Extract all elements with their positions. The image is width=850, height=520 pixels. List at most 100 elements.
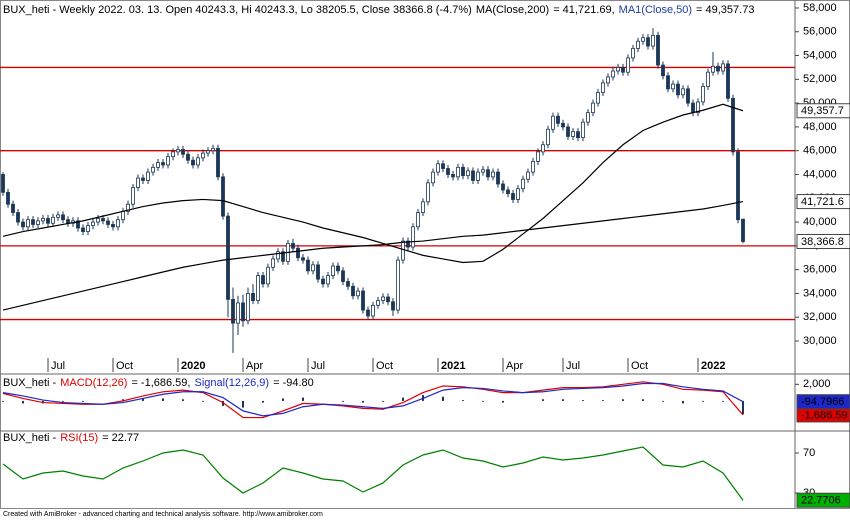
candle-body [246,293,250,322]
footer: Created with AmiBroker - advanced charti… [3,511,323,518]
candle-body [726,63,730,99]
candle-body [531,160,535,173]
candle-body [386,296,390,303]
candle-body [46,218,50,224]
header-part: = 22.77 [102,432,139,444]
last-value-label: -94.7966 [801,396,844,408]
candle-body [1,174,5,193]
candle-body [496,171,500,185]
candle-body [356,290,360,297]
header-part: = 41,721.69, [553,4,614,16]
candle-body [646,37,650,47]
indicator-line [2,446,744,501]
header-part: = 49,357.73 [696,4,754,16]
candle-body [551,115,555,130]
y-tick-label: 34,000 [803,287,837,299]
candle-body [301,257,305,261]
last-value-label-box [796,103,850,119]
candle-body [61,214,65,221]
y-tick-label: 46,000 [803,145,837,157]
candle-body [591,102,595,114]
header-part: MA1(Close,50) [619,4,692,16]
y-tick-label: 44,000 [803,168,837,180]
y-tick-label: 40,000 [803,216,837,228]
candle-body [516,188,520,200]
candle-body [336,265,340,272]
candle-body [146,171,150,181]
y-tick-label: 58,000 [803,2,837,14]
candle-body [101,218,105,222]
candle-body [31,219,35,225]
candle-body [436,163,440,173]
candle-body [216,147,220,178]
candle-body [376,300,380,306]
x-tick-label: 2020 [181,360,205,372]
header-part: = -94.80 [273,377,314,389]
candle-body [106,220,110,225]
candle-body [261,275,265,285]
candle-body [166,156,170,166]
candle-body [596,92,600,104]
candle-body [421,201,425,213]
candle-body [576,131,580,139]
candle-body [371,304,375,317]
candle-body [446,168,450,175]
last-value-label-box [796,492,850,508]
candle-body [221,176,225,217]
candle-body [176,149,180,153]
last-value-label-box [796,394,850,410]
last-value-label: 49,357.7 [801,105,844,117]
header-part: BUX_heti - Weekly 2022. 03. 13. Open 402… [3,4,472,16]
candle-body [671,83,675,90]
candle-body [366,309,370,317]
indicator-line [2,103,744,264]
y-tick-label: 70 [803,447,815,459]
candle-body [636,40,640,49]
candle-body [681,88,685,96]
candle-body [76,220,80,229]
candle-body [616,67,620,72]
candle-body [36,220,40,225]
candle-body [341,270,345,282]
candle-body [236,302,240,324]
candle-body [396,259,400,311]
candle-body [706,71,710,87]
candle-body [606,76,610,84]
candle-body [401,240,405,261]
candle-body [276,251,280,260]
candle-body [141,177,145,181]
candle-body [6,191,10,205]
candle-body [561,122,565,128]
candle-body [476,171,480,181]
candle-body [121,210,125,221]
candle-body [656,34,660,66]
y-tick-label: 30,000 [803,335,837,347]
candle-body [181,149,185,155]
candle-body [411,226,415,248]
candle-body [456,166,460,178]
header-part: Signal(12,26,9) [194,377,269,389]
candle-body [691,102,695,114]
indicator-line [2,381,744,419]
candle-body [666,75,670,90]
candle-body [391,301,395,311]
candle-body [56,214,60,218]
y-tick-label: 36,000 [803,264,837,276]
candle-body [66,219,70,224]
indicator-line [2,200,744,311]
candle-body [91,221,95,227]
header-part: MA(Close,200) [476,4,549,16]
candle-body [306,259,310,272]
candle-body [526,171,530,180]
x-tick-label: Jul [311,360,325,372]
y-tick-label: 54,000 [803,49,837,61]
candle-body [491,171,495,178]
candle-body [581,121,585,139]
candle-body [686,88,690,104]
candle-body [281,251,285,262]
close-label: 38,366.8 [801,236,844,248]
x-tick-label: 2021 [441,360,465,372]
candle-body [186,153,190,161]
candle-body [501,183,505,191]
candle-body [311,264,315,272]
